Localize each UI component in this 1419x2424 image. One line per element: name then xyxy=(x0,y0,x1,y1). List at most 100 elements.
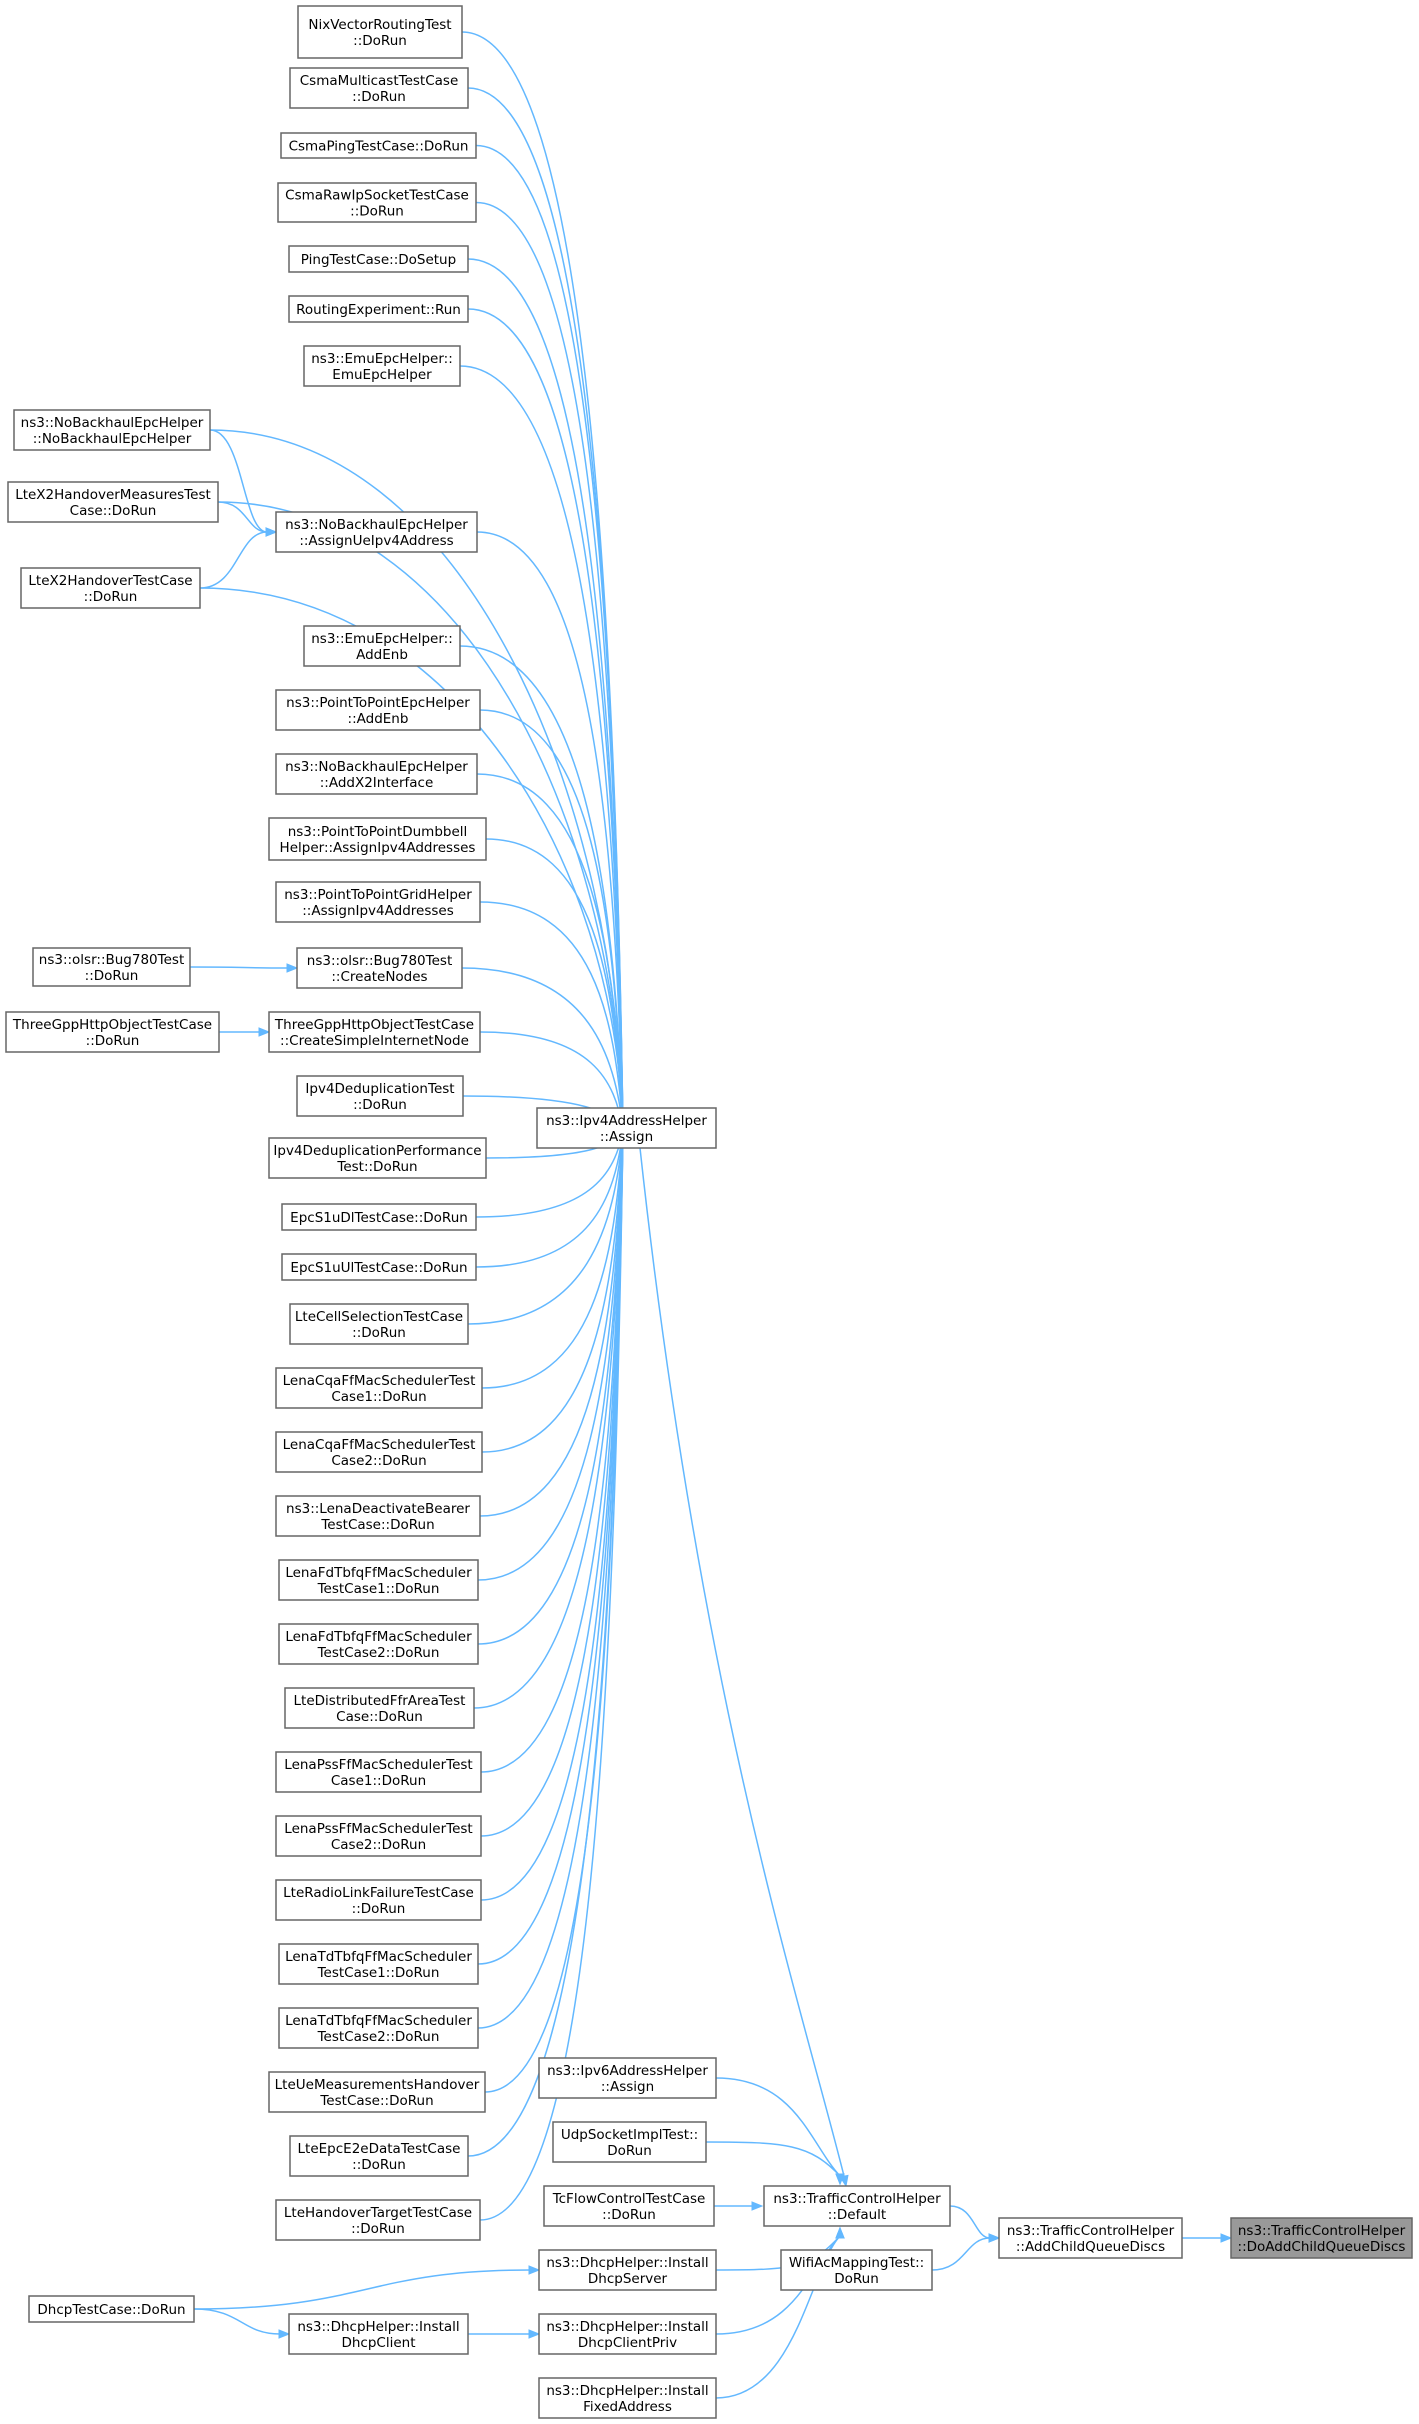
node-box xyxy=(275,689,481,731)
node-label-line: DhcpServer xyxy=(588,2271,668,2287)
node-label-line: ::AssignUeIpv4Address xyxy=(299,533,453,549)
node-csmarawip[interactable]: CsmaRawIpSocketTestCase::DoRun xyxy=(277,182,477,223)
node-epcs1uul[interactable]: EpcS1uUlTestCase::DoRun xyxy=(281,1253,477,1281)
node-epcs1udl[interactable]: EpcS1uDlTestCase::DoRun xyxy=(281,1203,477,1231)
node-gridhelper[interactable]: ns3::PointToPointGridHelper::AssignIpv4A… xyxy=(275,881,481,923)
node-bug780_run[interactable]: ns3::olsr::Bug780Test::DoRun xyxy=(32,947,191,987)
node-label-line: CsmaMulticastTestCase xyxy=(300,73,459,89)
edge-nobackhaul_x2-to-ipv4assign xyxy=(476,773,628,1132)
node-label-line: ns3::DhcpHelper::Install xyxy=(546,2255,708,2271)
node-label-line: ThreeGppHttpObjectTestCase xyxy=(274,1017,474,1033)
node-ipv4dedup[interactable]: Ipv4DeduplicationTest::DoRun xyxy=(296,1075,464,1117)
edge-line xyxy=(479,1129,624,2221)
node-p2p_addenb[interactable]: ns3::PointToPointEpcHelper::AddEnb xyxy=(275,689,481,731)
node-label-line: LenaTdTbfqFfMacScheduler xyxy=(285,2013,472,2029)
node-tcdefault[interactable]: ns3::TrafficControlHelper::Default xyxy=(763,2185,951,2227)
node-nobackhaul_x2[interactable]: ns3::NoBackhaulEpcHelper::AddX2Interface xyxy=(275,753,478,795)
node-label-line: ns3::TrafficControlHelper xyxy=(1238,2223,1406,2239)
edge-rlf-to-ipv4assign xyxy=(480,1128,629,1901)
node-label-line: TestCase1::DoRun xyxy=(317,1581,440,1597)
edge-dhcpclient-to-dhcpclientpriv xyxy=(468,2329,541,2339)
node-doaddchild[interactable]: ns3::TrafficControlHelper::DoAddChildQue… xyxy=(1230,2217,1413,2259)
node-emuepchelper[interactable]: ns3::EmuEpcHelper::EmuEpcHelper xyxy=(303,345,461,387)
edge-arrowhead xyxy=(1220,2233,1233,2243)
node-emu_addenb[interactable]: ns3::EmuEpcHelper::AddEnb xyxy=(303,625,461,667)
node-threegpp_run[interactable]: ThreeGppHttpObjectTestCase::DoRun xyxy=(5,1011,220,1053)
node-label-line: ::CreateSimpleInternetNode xyxy=(280,1033,469,1049)
node-label-line: EmuEpcHelper xyxy=(332,367,432,383)
node-label-line: LteRadioLinkFailureTestCase xyxy=(283,1885,474,1901)
edge-emuepchelper-to-ipv4assign xyxy=(459,365,629,1132)
edge-line xyxy=(193,2308,281,2335)
node-label-line: DhcpClientPriv xyxy=(578,2335,677,2351)
node-nobackhaul_assign[interactable]: ns3::NoBackhaulEpcHelper::AssignUeIpv4Ad… xyxy=(275,511,478,553)
node-ipv4assign[interactable]: ns3::Ipv4AddressHelper::Assign xyxy=(536,1107,717,1149)
node-label-line: DhcpClient xyxy=(341,2335,415,2351)
node-tcflow[interactable]: TcFlowControlTestCase::DoRun xyxy=(543,2185,715,2227)
edge-line xyxy=(715,2077,841,2177)
node-label-line: ::DoRun xyxy=(353,33,407,49)
node-wifiac[interactable]: WifiAcMappingTest::DoRun xyxy=(780,2249,933,2291)
node-box xyxy=(275,2199,481,2241)
node-label-line: LteX2HandoverTestCase xyxy=(28,573,192,589)
node-udpsocket[interactable]: UdpSocketImplTest::DoRun xyxy=(552,2121,707,2163)
node-box xyxy=(538,2249,717,2291)
node-dumbbell[interactable]: ns3::PointToPointDumbbellHelper::AssignI… xyxy=(268,817,487,861)
node-label-line: ::DoRun xyxy=(353,1097,407,1113)
node-bug780_create[interactable]: ns3::olsr::Bug780Test::CreateNodes xyxy=(296,947,463,989)
node-ltecellsel[interactable]: LteCellSelectionTestCase::DoRun xyxy=(289,1303,469,1345)
edge-ltex2handover-to-nobackhaul_assign xyxy=(199,527,278,589)
edge-line xyxy=(480,1129,624,1837)
node-pingtest[interactable]: PingTestCase::DoSetup xyxy=(288,245,469,273)
node-label-line: LenaFdTbfqFfMacScheduler xyxy=(285,1629,472,1645)
node-threegpp_create[interactable]: ThreeGppHttpObjectTestCase::CreateSimple… xyxy=(268,1011,481,1053)
node-label-line: LenaCqaFfMacSchedulerTest xyxy=(283,1373,476,1389)
node-label-line: ns3::EmuEpcHelper:: xyxy=(311,351,453,367)
node-epce2e[interactable]: LteEpcE2eDataTestCase::DoRun xyxy=(289,2135,469,2177)
node-label-line: ns3::TrafficControlHelper xyxy=(773,2191,941,2207)
edge-arrowhead xyxy=(258,1027,271,1037)
edge-ipv4assign-to-tcdefault xyxy=(639,1147,849,2188)
edge-line xyxy=(467,87,624,1131)
node-box xyxy=(1230,2217,1413,2259)
node-label-line: LteCellSelectionTestCase xyxy=(295,1309,463,1325)
edge-line xyxy=(479,709,624,1131)
edge-dhcptest-to-dhcpclient xyxy=(193,2308,291,2339)
edge-tcflow-to-tcdefault xyxy=(714,2201,764,2211)
edge-arrowhead xyxy=(278,2329,291,2339)
node-ltex2handover[interactable]: LteX2HandoverTestCase::DoRun xyxy=(20,567,201,609)
node-nobackhaul_ctor[interactable]: ns3::NoBackhaulEpcHelper::NoBackhaulEpcH… xyxy=(13,409,211,451)
node-csmaping[interactable]: CsmaPingTestCase::DoRun xyxy=(280,132,477,159)
node-addchild[interactable]: ns3::TrafficControlHelper::AddChildQueue… xyxy=(998,2217,1183,2259)
node-ipv6assign[interactable]: ns3::Ipv6AddressHelper::Assign xyxy=(538,2057,717,2099)
node-nixvector[interactable]: NixVectorRoutingTest::DoRun xyxy=(297,5,463,59)
node-dhcptest[interactable]: DhcpTestCase::DoRun xyxy=(28,2295,195,2323)
edge-arrowhead xyxy=(286,963,299,973)
nodes-layer: NixVectorRoutingTest::DoRunCsmaMulticast… xyxy=(5,5,1413,2419)
node-hotarget[interactable]: LteHandoverTargetTestCase::DoRun xyxy=(275,2199,481,2241)
node-csmamulticast[interactable]: CsmaMulticastTestCase::DoRun xyxy=(289,67,469,109)
edge-line xyxy=(949,2205,991,2239)
node-box xyxy=(275,1431,483,1473)
edge-arrowhead xyxy=(265,527,278,537)
node-rlf[interactable]: LteRadioLinkFailureTestCase::DoRun xyxy=(275,1879,482,1921)
node-routingexp[interactable]: RoutingExperiment::Run xyxy=(288,295,469,323)
node-label-line: ns3::Ipv4AddressHelper xyxy=(546,1113,707,1129)
